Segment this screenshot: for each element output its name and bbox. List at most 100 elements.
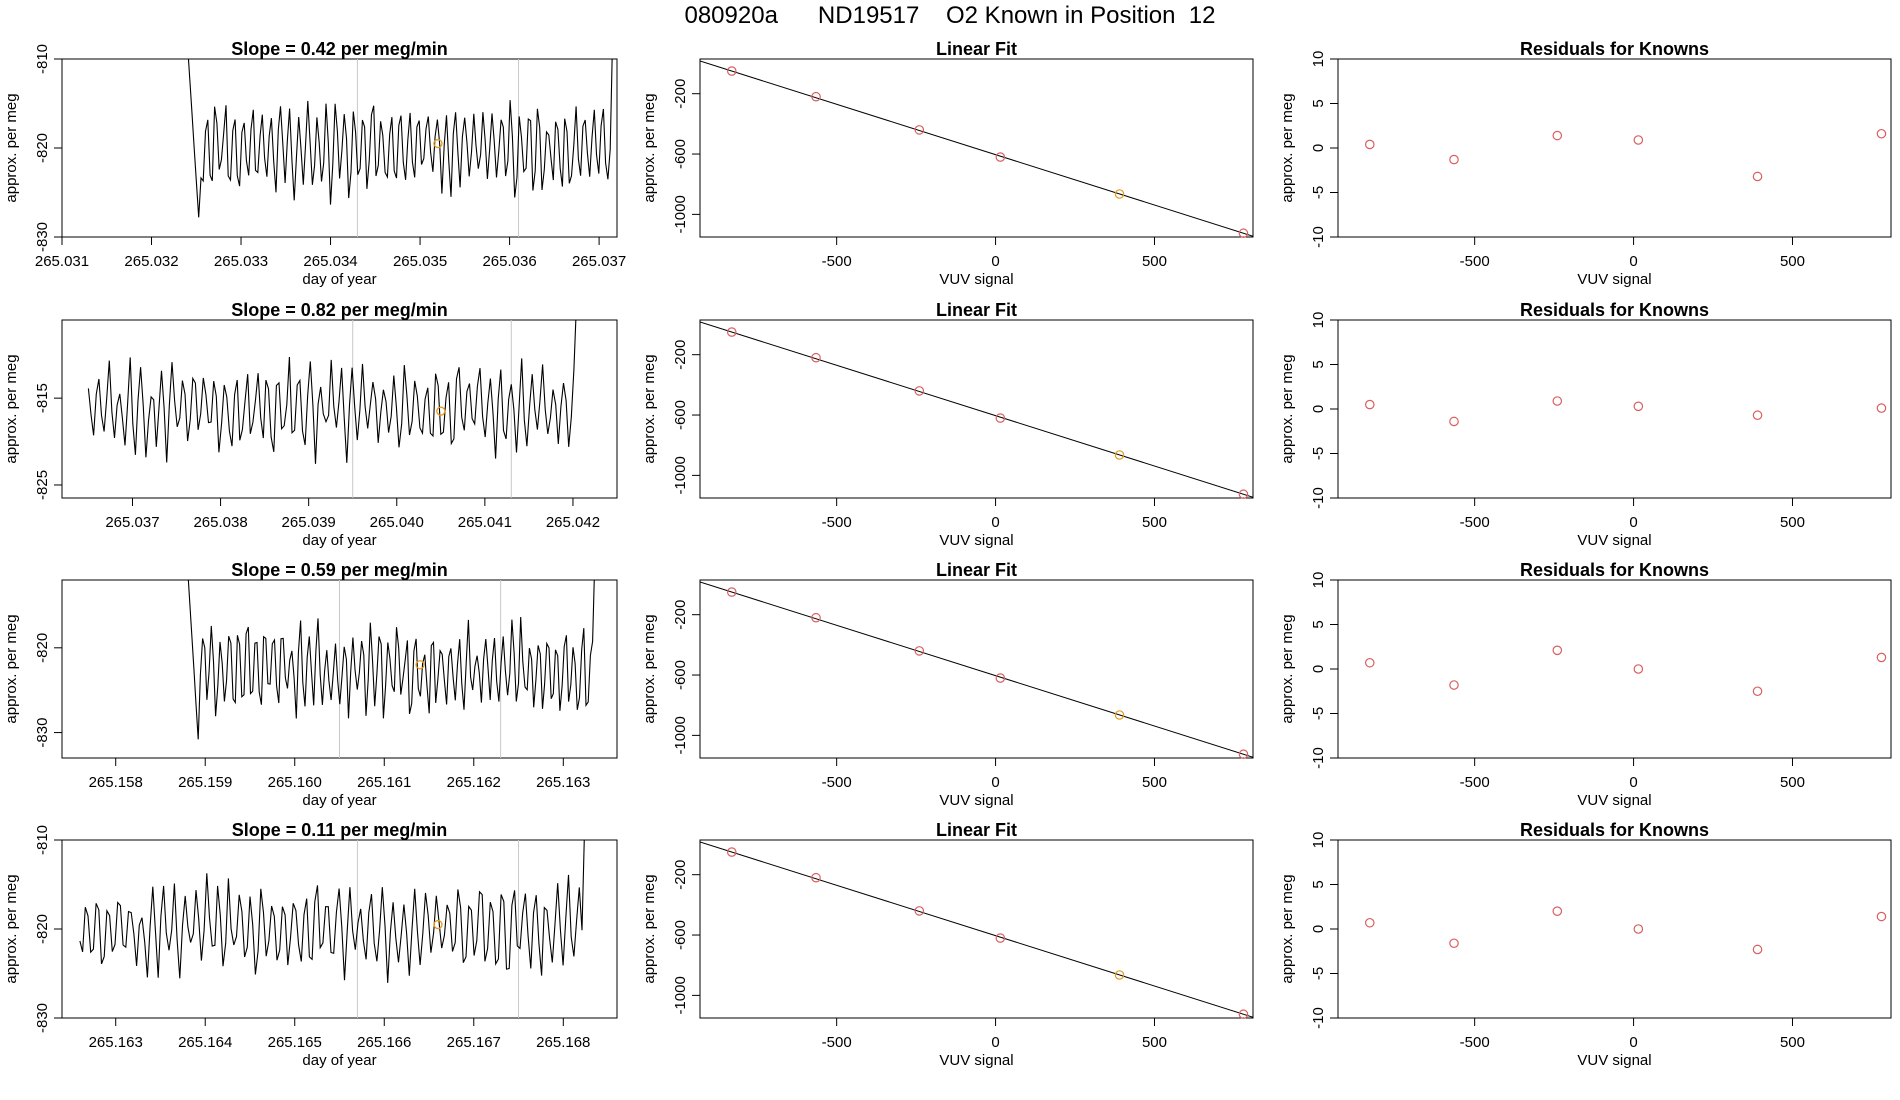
residuals-4-ytick-label: -5	[1310, 967, 1327, 980]
timeseries-3-series-line	[187, 580, 595, 740]
linear-fit-3-xtick-label: 0	[991, 774, 999, 791]
residuals-2-xtick-label: 0	[1629, 514, 1637, 531]
timeseries-2-xtick-label: 265.041	[458, 514, 512, 531]
timeseries-4-xtick-label: 265.163	[89, 1034, 143, 1051]
residuals-1-ytick-label: -5	[1310, 186, 1327, 199]
timeseries-4-xtick-label: 265.164	[178, 1034, 232, 1051]
linear-fit-2-xlabel: VUV signal	[939, 532, 1013, 549]
residuals-3-ytick-label: 0	[1310, 665, 1327, 673]
residuals-3-frame	[1337, 579, 1892, 759]
figure-title: 080920a ND19517 O2 Known in Position 12	[684, 2, 1216, 29]
timeseries-4-xtick-label: 265.167	[447, 1034, 501, 1051]
residuals-1-point	[1364, 139, 1375, 150]
timeseries-1-xtick-label: 265.034	[303, 253, 357, 270]
linear-fit-3-xlabel: VUV signal	[939, 792, 1013, 809]
timeseries-4-title: Slope = 0.11 per meg/min	[232, 820, 448, 840]
timeseries-3-xtick-label: 265.162	[447, 774, 501, 791]
linear-fit-2-fit-line	[700, 321, 1253, 498]
timeseries-2-frame	[61, 319, 618, 499]
timeseries-3-xtick-label: 265.160	[268, 774, 322, 791]
residuals-1-ytick-label: -10	[1310, 226, 1327, 248]
residuals-2-ytick-label: -10	[1310, 487, 1327, 509]
timeseries-2-ytick-label: -815	[34, 383, 51, 413]
linear-fit-1-frame	[699, 58, 1254, 238]
timeseries-2-series-line	[87, 320, 577, 464]
timeseries-2-ylabel: approx. per meg	[3, 354, 20, 463]
residuals-3-point	[1752, 686, 1763, 697]
timeseries-1-ytick-label: -820	[34, 133, 51, 163]
linear-fit-3-point	[914, 646, 925, 656]
timeseries-4-xlabel: day of year	[302, 1052, 376, 1069]
linear-fit-2-point	[1238, 489, 1249, 500]
residuals-1-xtick-label: -500	[1460, 253, 1490, 270]
residuals-3-xlabel: VUV signal	[1577, 792, 1651, 809]
linear-fit-2-xtick-label: -500	[822, 514, 852, 531]
residuals-1-ytick-label: 5	[1310, 99, 1327, 107]
timeseries-3-xlabel: day of year	[302, 792, 376, 809]
residuals-4-ytick-label: 10	[1310, 832, 1327, 849]
linear-fit-2-ytick-label: -600	[672, 400, 689, 430]
linear-fit-1-fit-line	[700, 60, 1253, 237]
linear-fit-3-point	[1238, 749, 1249, 760]
timeseries-3-ylabel: approx. per meg	[3, 614, 20, 723]
linear-fit-2-point	[914, 386, 925, 396]
linear-fit-4-point	[995, 933, 1006, 943]
linear-fit-4-title: Linear Fit	[936, 820, 1017, 840]
timeseries-1-ylabel: approx. per meg	[3, 93, 20, 202]
timeseries-2-xtick-label: 265.039	[282, 514, 336, 531]
timeseries-1-frame	[61, 58, 618, 238]
linear-fit-1-xtick-label: 500	[1142, 253, 1167, 270]
timeseries-1-title: Slope = 0.42 per meg/min	[231, 39, 448, 59]
timeseries-4-xtick-label: 265.165	[268, 1034, 322, 1051]
residuals-3-point	[1449, 680, 1459, 690]
linear-fit-3-point	[726, 587, 737, 597]
timeseries-3-xtick-label: 265.161	[357, 774, 411, 791]
timeseries-3-ytick-label: -830	[34, 718, 51, 748]
linear-fit-1-point	[811, 91, 821, 102]
residuals-4-ytick-label: 5	[1310, 880, 1327, 888]
linear-fit-2-ytick-label: -1000	[672, 456, 689, 494]
linear-fit-2-ytick-label: -200	[672, 340, 689, 370]
timeseries-1-ytick-label: -810	[34, 44, 51, 74]
timeseries-2-xtick-label: 265.040	[370, 514, 424, 531]
timeseries-3-highlight-point	[415, 660, 425, 670]
timeseries-4-series-line	[79, 840, 585, 983]
residuals-1-point	[1876, 128, 1887, 139]
linear-fit-1-title: Linear Fit	[936, 39, 1017, 59]
linear-fit-4-xtick-label: 500	[1142, 1034, 1167, 1051]
linear-fit-1-xlabel: VUV signal	[939, 271, 1013, 288]
residuals-2-ytick-label: -5	[1310, 447, 1327, 460]
linear-fit-4-point	[914, 906, 925, 916]
timeseries-1-xtick-label: 265.032	[124, 253, 178, 270]
linear-fit-3-ytick-label: -200	[672, 600, 689, 630]
timeseries-4-xtick-label: 265.166	[357, 1034, 411, 1051]
linear-fit-3-xtick-label: 500	[1142, 774, 1167, 791]
linear-fit-3-xtick-label: -500	[822, 774, 852, 791]
residuals-2-ytick-label: 5	[1310, 360, 1327, 368]
timeseries-4-ytick-label: -830	[34, 1003, 51, 1033]
timeseries-4-ytick-label: -820	[34, 914, 51, 944]
linear-fit-1-point	[1114, 189, 1125, 199]
linear-fit-1-point	[914, 125, 925, 135]
linear-fit-3-frame	[699, 579, 1254, 759]
timeseries-3-title: Slope = 0.59 per meg/min	[231, 560, 448, 580]
residuals-3-xtick-label: 0	[1629, 774, 1637, 791]
linear-fit-1-point	[995, 152, 1006, 162]
linear-fit-3-ylabel: approx. per meg	[641, 614, 658, 723]
residuals-3-xtick-label: 500	[1780, 774, 1805, 791]
timeseries-3-xtick-label: 265.159	[178, 774, 232, 791]
residuals-2-ylabel: approx. per meg	[1279, 354, 1296, 463]
linear-fit-4-xtick-label: 0	[991, 1034, 999, 1051]
linear-fit-4-point	[811, 872, 821, 883]
linear-fit-1-ylabel: approx. per meg	[641, 93, 658, 202]
timeseries-1-xtick-label: 265.035	[393, 253, 447, 270]
residuals-4-frame	[1337, 839, 1892, 1019]
residuals-1-xtick-label: 500	[1780, 253, 1805, 270]
linear-fit-3-ytick-label: -600	[672, 660, 689, 690]
residuals-2-point	[1752, 410, 1763, 421]
residuals-4-ylabel: approx. per meg	[1279, 874, 1296, 983]
timeseries-1-ytick-label: -830	[34, 222, 51, 252]
residuals-4-point	[1449, 938, 1459, 949]
